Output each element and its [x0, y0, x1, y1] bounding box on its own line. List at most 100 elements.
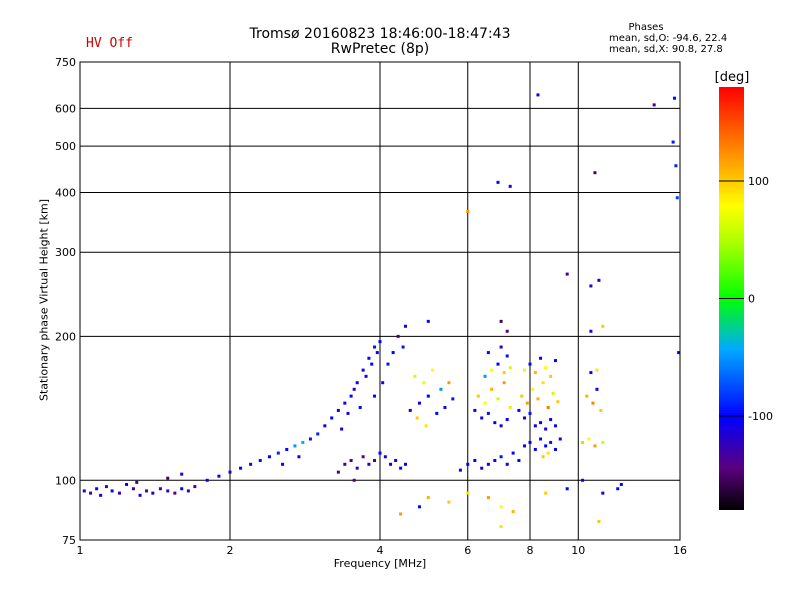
data-point	[95, 487, 99, 491]
data-point	[373, 394, 377, 398]
data-point	[587, 437, 591, 441]
data-point	[499, 345, 503, 349]
data-point	[675, 196, 679, 200]
data-point	[473, 408, 477, 412]
data-point	[533, 447, 537, 451]
data-point	[652, 103, 656, 107]
data-point	[490, 387, 494, 391]
data-point	[355, 466, 359, 470]
data-point	[131, 487, 135, 491]
data-point	[358, 405, 362, 409]
data-point	[523, 416, 527, 420]
data-point	[297, 455, 301, 459]
data-point	[180, 472, 184, 476]
data-point	[447, 381, 451, 385]
data-point	[361, 368, 365, 372]
y-tick-label: 100	[55, 474, 76, 487]
data-point	[523, 444, 527, 448]
data-point	[480, 416, 484, 420]
data-point	[336, 408, 340, 412]
data-point	[389, 462, 393, 466]
data-point	[439, 387, 443, 391]
data-point	[330, 416, 334, 420]
data-point	[671, 140, 675, 144]
data-point	[394, 458, 398, 462]
data-point	[616, 487, 620, 491]
y-tick-label: 500	[55, 140, 76, 153]
x-tick-label: 6	[464, 544, 471, 557]
data-point	[228, 470, 232, 474]
data-point	[361, 455, 365, 459]
data-point	[391, 351, 395, 355]
data-point	[276, 451, 280, 455]
data-point	[589, 284, 593, 288]
data-point	[505, 329, 509, 333]
data-point	[180, 487, 184, 491]
data-point	[378, 340, 382, 344]
data-point	[386, 362, 390, 366]
info-line1: mean, sd,O: -94.6, 22.4	[609, 33, 728, 44]
data-point	[217, 474, 221, 478]
data-point	[370, 362, 374, 366]
data-point	[556, 400, 560, 404]
data-point	[193, 485, 197, 489]
data-point	[239, 466, 243, 470]
data-point	[293, 444, 297, 448]
data-point	[581, 440, 585, 444]
data-point	[585, 394, 589, 398]
data-point	[520, 394, 524, 398]
data-point	[424, 424, 428, 428]
colorbar-tick-label: -100	[748, 410, 773, 423]
data-point	[145, 489, 149, 493]
data-point	[426, 319, 430, 323]
data-point	[476, 394, 480, 398]
data-point	[528, 440, 532, 444]
data-point	[523, 368, 527, 372]
data-point	[399, 512, 403, 516]
data-point	[517, 458, 521, 462]
data-point	[343, 462, 347, 466]
data-point	[483, 374, 487, 378]
data-point	[505, 462, 509, 466]
data-point	[599, 408, 603, 412]
data-point	[553, 447, 557, 451]
info-line2: mean, sd,X: 90.8, 27.8	[609, 44, 723, 55]
data-point	[408, 408, 412, 412]
x-tick-label: 4	[377, 544, 384, 557]
data-point	[486, 351, 490, 355]
data-point	[422, 381, 426, 385]
data-point	[499, 525, 503, 529]
data-point	[205, 478, 209, 482]
data-point	[490, 368, 494, 372]
data-point	[601, 324, 605, 328]
data-point	[308, 437, 312, 441]
info-title: Phases	[628, 22, 664, 33]
data-point	[466, 491, 470, 495]
data-point	[511, 451, 515, 455]
data-point	[447, 500, 451, 504]
data-point	[403, 462, 407, 466]
data-point	[352, 387, 356, 391]
data-point	[431, 368, 435, 372]
data-point	[601, 491, 605, 495]
data-point	[166, 489, 170, 493]
data-point	[589, 371, 593, 375]
data-point	[166, 476, 170, 480]
data-point	[367, 356, 371, 360]
data-point	[546, 451, 550, 455]
data-point	[480, 466, 484, 470]
data-point	[536, 397, 540, 401]
data-point	[533, 371, 537, 375]
data-point	[173, 491, 177, 495]
data-point	[549, 418, 553, 422]
x-tick-label: 2	[227, 544, 234, 557]
data-point	[375, 351, 379, 355]
data-point	[544, 444, 548, 448]
data-point	[674, 164, 678, 168]
data-point	[597, 519, 601, 523]
data-point	[486, 462, 490, 466]
data-point	[499, 424, 503, 428]
plot-frame	[79, 61, 681, 541]
data-point	[415, 416, 419, 420]
